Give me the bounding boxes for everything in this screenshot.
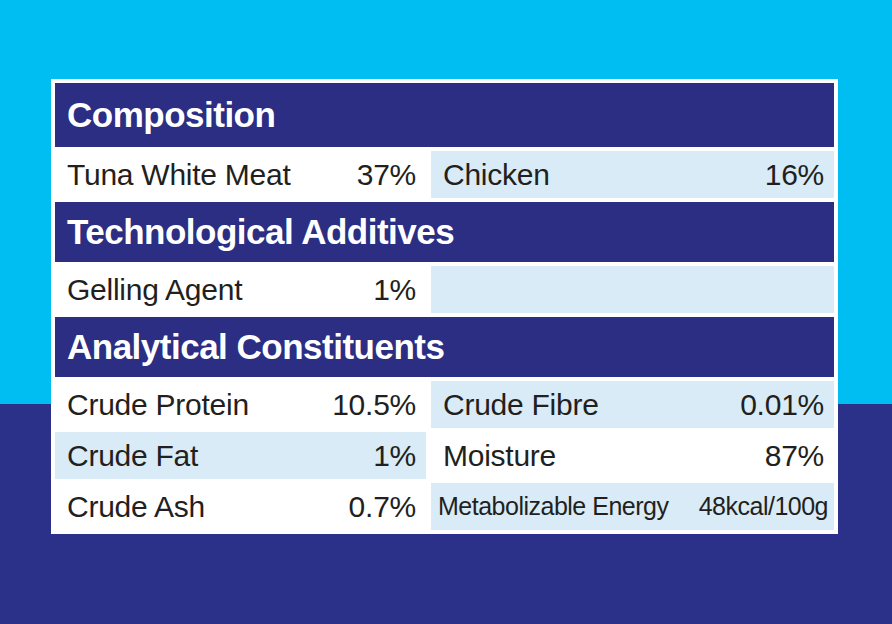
ingredient-name: Crude Ash [67,490,205,524]
ingredient-cell: Crude Fat 1% [55,432,426,479]
ingredient-cell: Chicken 16% [431,151,834,198]
ingredient-cell: Metabolizable Energy 48kcal/100g [431,483,834,530]
ingredient-name: Chicken [443,158,550,192]
ingredient-value: 0.7% [349,490,416,524]
table-row: Crude Protein 10.5% Crude Fibre 0.01% [55,381,834,428]
table-row: Gelling Agent 1% [55,266,834,313]
table-row: Tuna White Meat 37% Chicken 16% [55,151,834,198]
section-header-technological-additives: Technological Additives [55,202,834,262]
ingredient-value: 37% [357,158,416,192]
ingredient-name: Gelling Agent [67,273,242,307]
ingredient-cell: Crude Ash 0.7% [55,483,426,530]
table-row: Crude Fat 1% Moisture 87% [55,432,834,479]
section-header-analytical-constituents: Analytical Constituents [55,317,834,377]
table-row: Crude Ash 0.7% Metabolizable Energy 48kc… [55,483,834,530]
ingredient-name: Tuna White Meat [67,158,291,192]
ingredient-value: 1% [373,273,416,307]
ingredient-name: Moisture [443,439,556,473]
ingredient-cell: Crude Fibre 0.01% [431,381,834,428]
ingredient-cell: Moisture 87% [431,432,834,479]
label-scene: Composition Tuna White Meat 37% Chicken … [0,0,892,624]
ingredient-name: Metabolizable Energy [438,492,668,521]
ingredient-value: 16% [765,158,824,192]
ingredient-name: Crude Fibre [443,388,599,422]
empty-cell [431,266,834,313]
ingredient-value: 10.5% [332,388,416,422]
ingredient-value: 1% [373,439,416,473]
ingredient-cell: Tuna White Meat 37% [55,151,426,198]
ingredient-name: Crude Fat [67,439,198,473]
ingredient-cell: Crude Protein 10.5% [55,381,426,428]
ingredient-value: 48kcal/100g [699,492,828,521]
ingredient-name: Crude Protein [67,388,249,422]
ingredient-value: 87% [765,439,824,473]
ingredient-cell: Gelling Agent 1% [55,266,426,313]
ingredient-value: 0.01% [740,388,824,422]
section-header-composition: Composition [55,83,834,147]
nutrition-label: Composition Tuna White Meat 37% Chicken … [51,79,838,534]
